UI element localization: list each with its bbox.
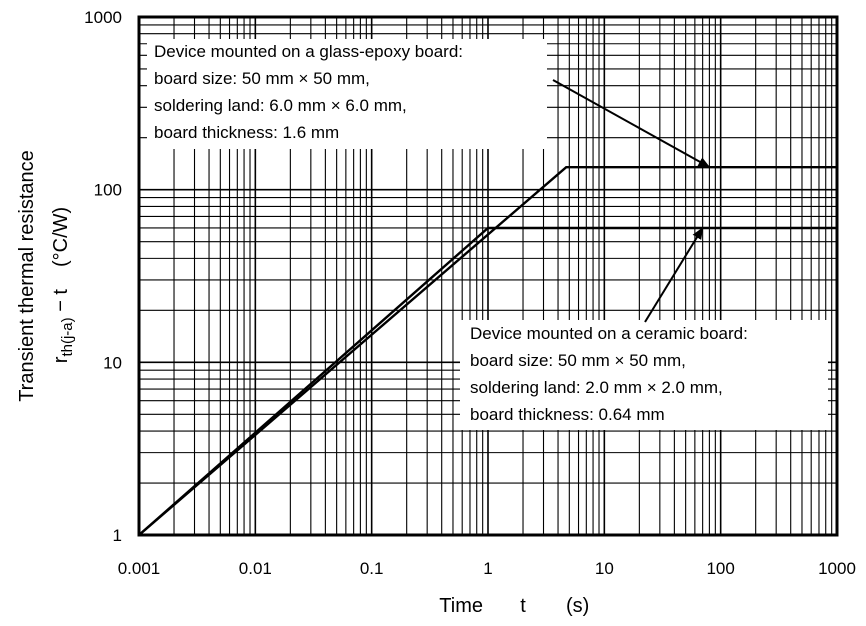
annotation-text: board size: 50 mm × 50 mm, (154, 69, 370, 88)
y-axis-suffix: − t (50, 289, 72, 318)
y-tick-label: 10 (103, 353, 122, 372)
annotation-arrow (644, 227, 704, 323)
y-axis-symbol: r (50, 356, 72, 363)
annotation-text: Device mounted on a ceramic board: (470, 324, 748, 343)
annotation-text: soldering land: 2.0 mm × 2.0 mm, (470, 378, 723, 397)
y-axis-label-line1: Transient thermal resistance (16, 150, 38, 402)
tick-labels: 0.001 0.01 0.1 1 10 100 1000 1 10 100 1000 (84, 8, 856, 578)
y-tick-label: 100 (94, 181, 122, 200)
annotation-text: soldering land: 6.0 mm × 6.0 mm, (154, 96, 407, 115)
x-tick-label: 1000 (818, 559, 856, 578)
x-tick-label: 0.1 (360, 559, 384, 578)
x-tick-label: 0.001 (118, 559, 161, 578)
series-line-1 (138, 166, 837, 536)
plot-frame (137, 15, 839, 537)
annotation-text: board thickness: 0.64 mm (470, 405, 665, 424)
annotations-layer: Device mounted on a glass-epoxy board: bo… (147, 39, 828, 430)
series-layer (138, 166, 837, 536)
annotation-arrow (552, 79, 711, 169)
y-tick-label: 1000 (84, 8, 122, 27)
annotation-text: board size: 50 mm × 50 mm, (470, 351, 686, 370)
annotation-box (460, 320, 828, 430)
annotation-text: board thickness: 1.6 mm (154, 123, 339, 142)
annotation-text: Device mounted on a glass-epoxy board: (154, 42, 463, 61)
y-tick-label: 1 (113, 526, 122, 545)
y-axis-subscript: th(j-a) (59, 317, 76, 356)
x-tick-label: 10 (595, 559, 614, 578)
y-axis-label-line2: rth(j-a) − t (°C/W) (50, 207, 76, 363)
y-axis-unit: (°C/W) (50, 207, 72, 267)
x-tick-label: 100 (706, 559, 734, 578)
x-tick-label: 1 (483, 559, 492, 578)
x-axis-label-symbol: t (520, 595, 526, 617)
annotation-box (147, 39, 547, 149)
x-tick-label: 0.01 (239, 559, 272, 578)
series-line-2 (138, 226, 837, 536)
x-axis-label-unit: (s) (566, 595, 589, 617)
x-axis-label-main: Time (439, 595, 483, 617)
